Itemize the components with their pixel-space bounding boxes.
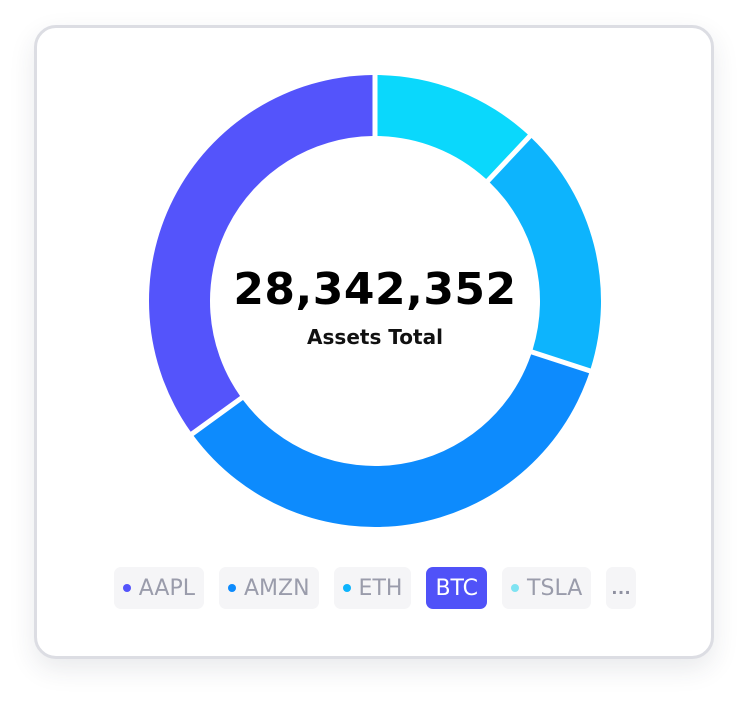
more-icon: ...	[611, 578, 632, 598]
donut-slice-eth[interactable]	[489, 137, 601, 369]
donut-slice-amzn[interactable]	[193, 354, 590, 527]
legend-more-button[interactable]: ...	[606, 567, 637, 609]
legend-chip-btc[interactable]: BTC	[426, 567, 488, 609]
legend-chip-amzn[interactable]: AMZN	[218, 567, 319, 609]
assets-card	[34, 25, 714, 659]
legend-filter-bar: AAPL AMZN ETH BTC TSLA ...	[0, 567, 750, 609]
aapl-dot-icon	[122, 584, 131, 592]
legend-chip-label: TSLA	[527, 575, 583, 601]
amzn-dot-icon	[227, 584, 236, 592]
legend-chip-label: BTC	[435, 575, 479, 601]
eth-dot-icon	[342, 584, 351, 592]
donut-slice-aapl[interactable]	[148, 75, 373, 432]
assets-total-label: Assets Total	[307, 325, 443, 349]
legend-chip-eth[interactable]: ETH	[333, 567, 412, 609]
legend-chip-label: AMZN	[243, 575, 310, 601]
legend-chip-aapl[interactable]: AAPL	[113, 567, 204, 609]
legend-chip-label: ETH	[358, 575, 403, 601]
donut-slice-tsla[interactable]	[377, 75, 528, 180]
legend-chip-tsla[interactable]: TSLA	[502, 567, 592, 609]
assets-total-value: 28,342,352	[233, 264, 517, 315]
legend-chip-label: AAPL	[138, 575, 195, 601]
tsla-dot-icon	[511, 584, 520, 592]
